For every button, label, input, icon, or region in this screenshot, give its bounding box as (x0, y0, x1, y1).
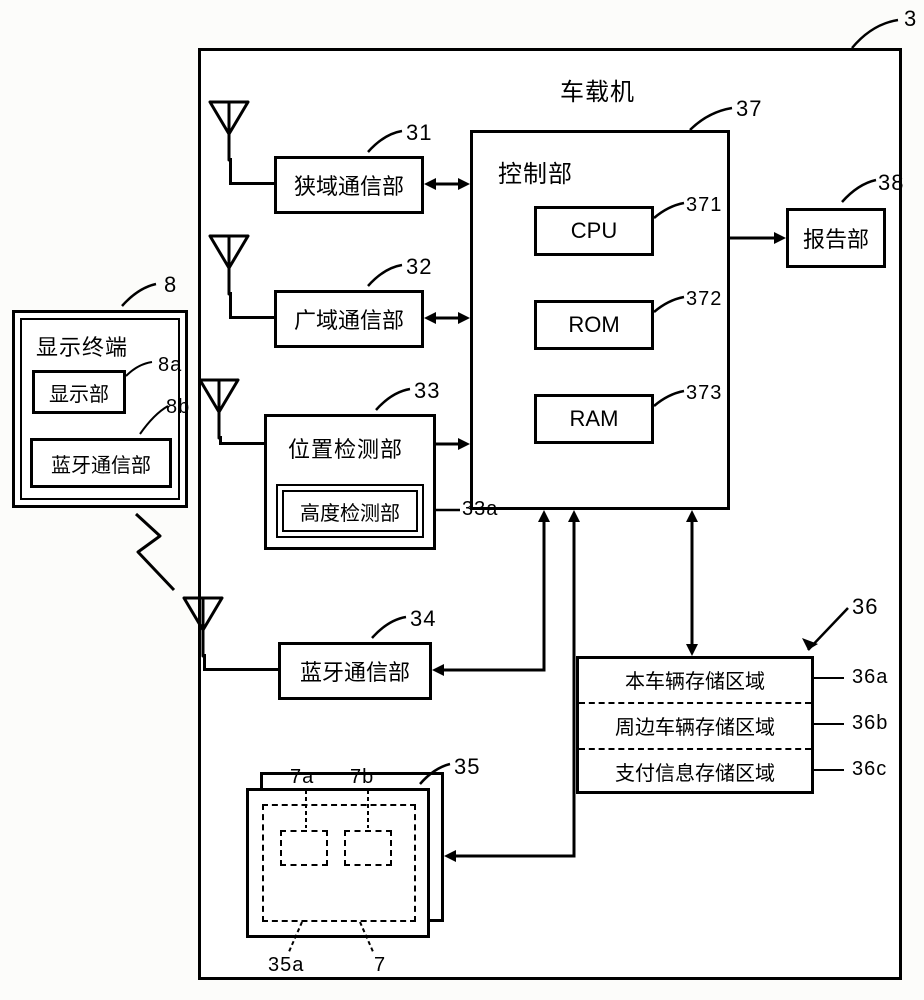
ref-8: 8 (164, 272, 177, 298)
storage-row-1: 周边车辆存储区域 (576, 702, 814, 748)
rom-label: ROM (568, 312, 619, 338)
ant2-stub-v (229, 292, 232, 319)
ref-373: 373 (686, 382, 722, 405)
ref-8a: 8a (158, 354, 182, 377)
ref-36: 36 (852, 594, 878, 620)
chip-7a (280, 830, 328, 866)
control-title: 控制部 (498, 154, 573, 189)
ant3-stub-v (219, 436, 222, 445)
leader-8 (122, 280, 166, 312)
ref-7b: 7b (350, 766, 374, 789)
storage-row-2: 支付信息存储区域 (576, 748, 814, 794)
ant4-stub-v (203, 654, 206, 671)
disp-bt-box: 蓝牙通信部 (30, 438, 172, 488)
ant3-stub-h (219, 442, 264, 445)
storage-row-2-label: 支付信息存储区域 (615, 757, 775, 786)
wireless-link-icon (130, 512, 190, 598)
alt-det-inner: 高度检测部 (282, 490, 418, 532)
ref-3: 3 (904, 6, 917, 32)
ref-371: 371 (686, 194, 722, 217)
cpu-box: CPU (534, 206, 654, 256)
storage-row-1-label: 周边车辆存储区域 (615, 711, 775, 740)
system-title: 车载机 (560, 72, 635, 107)
ref-36c: 36c (852, 758, 887, 781)
ref-34: 34 (410, 606, 436, 632)
ref-372: 372 (686, 288, 722, 311)
storage-row-0-label: 本车辆存储区域 (625, 665, 765, 694)
cpu-label: CPU (571, 218, 617, 244)
storage-row-0: 本车辆存储区域 (576, 656, 814, 702)
disp-term-title: 显示终端 (36, 330, 128, 362)
alt-det-label: 高度检测部 (300, 497, 400, 526)
ref-8b: 8b (166, 396, 190, 419)
ref-35a: 35a (268, 954, 304, 977)
alt-det-outer: 高度检测部 (276, 484, 424, 538)
disp-part-box: 显示部 (32, 370, 126, 414)
bt-comm-box: 蓝牙通信部 (278, 642, 432, 700)
ref-33a: 33a (462, 498, 498, 521)
ref-7: 7 (374, 954, 386, 977)
ref-35: 35 (454, 754, 480, 780)
disp-bt-label: 蓝牙通信部 (51, 449, 151, 478)
ant4-stub-h (203, 668, 278, 671)
report-label: 报告部 (803, 222, 869, 254)
wide-comm-label: 广域通信部 (294, 303, 404, 335)
wide-comm-box: 广域通信部 (274, 290, 424, 348)
ref-32: 32 (406, 254, 432, 280)
bt-comm-label: 蓝牙通信部 (300, 655, 410, 687)
chip-7b (344, 830, 392, 866)
ref-7a: 7a (290, 766, 314, 789)
report-box: 报告部 (786, 208, 886, 268)
ref-38: 38 (878, 170, 904, 196)
ant1-stub-h (229, 182, 274, 185)
ram-box: RAM (534, 394, 654, 444)
ref-33: 33 (414, 378, 440, 404)
ref-31: 31 (406, 120, 432, 146)
ref-36b: 36b (852, 712, 888, 735)
ref-37: 37 (736, 96, 762, 122)
pos-det-label: 位置检测部 (288, 432, 403, 464)
ant1-stub-v (229, 158, 232, 185)
ref-36a: 36a (852, 666, 888, 689)
narrow-comm-label: 狭域通信部 (294, 169, 404, 201)
narrow-comm-box: 狭域通信部 (274, 156, 424, 214)
rom-box: ROM (534, 300, 654, 350)
ant2-stub-h (229, 316, 274, 319)
disp-part-label: 显示部 (49, 378, 109, 407)
ram-label: RAM (570, 406, 619, 432)
